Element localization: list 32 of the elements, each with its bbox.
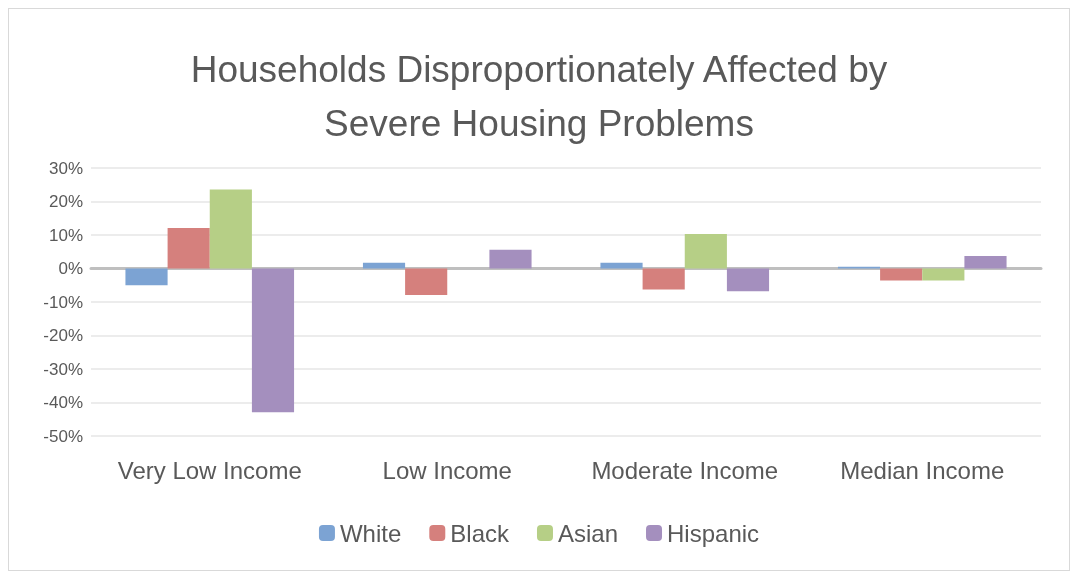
y-tick-label: -50% <box>43 426 83 446</box>
y-tick-label: -20% <box>43 326 83 345</box>
legend-label: Black <box>450 519 510 547</box>
bar <box>600 262 643 269</box>
bar <box>964 256 1007 269</box>
x-tick-label: Low Income <box>382 456 512 484</box>
bar <box>922 268 965 281</box>
bar <box>251 268 295 413</box>
bar <box>684 234 727 269</box>
bar <box>489 249 532 269</box>
y-tick-label: -10% <box>43 292 83 312</box>
bar <box>362 262 406 269</box>
bar <box>167 227 210 269</box>
legend-label: Hispanic <box>667 519 760 547</box>
y-tick-label: 20% <box>48 192 83 211</box>
bar <box>405 268 448 295</box>
legend-label: White <box>339 519 402 547</box>
x-tick-label: Very Low Income <box>117 456 302 484</box>
bar <box>726 268 770 292</box>
bar <box>209 189 252 269</box>
legend-label: Asian <box>557 519 619 547</box>
x-tick-label: Moderate Income <box>591 456 779 484</box>
bar <box>642 268 685 290</box>
y-tick-label: -40% <box>43 393 83 412</box>
x-tick-label: Median Income <box>840 456 1005 484</box>
y-tick-label: 30% <box>48 158 83 178</box>
y-tick-label: 0% <box>58 259 83 278</box>
bar <box>880 268 923 281</box>
bar <box>125 268 168 286</box>
y-tick-label: -30% <box>43 359 83 379</box>
y-tick-label: 10% <box>48 225 83 245</box>
chart-title: Households Disproportionately Affected by Severe Housing Problems <box>190 48 888 144</box>
